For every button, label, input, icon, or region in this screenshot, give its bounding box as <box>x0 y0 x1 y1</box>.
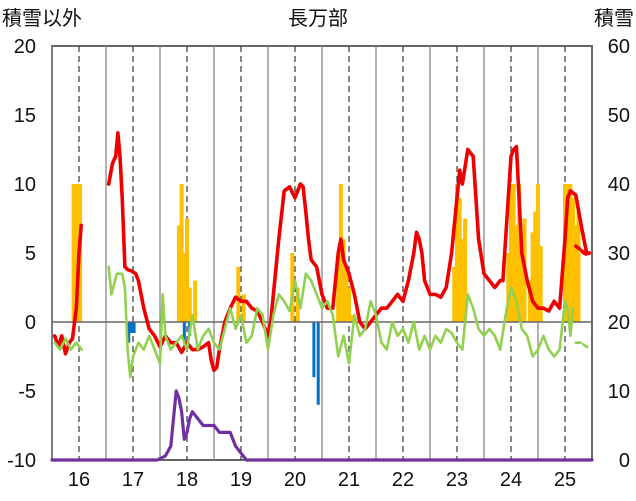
snow-bar <box>536 184 540 322</box>
series-line-4 <box>50 389 594 462</box>
snow-bar <box>71 184 76 322</box>
series-line-1 <box>53 337 83 351</box>
snow-bar <box>519 253 524 322</box>
y-left-tick-label: 15 <box>14 105 36 127</box>
snow-bar <box>533 211 538 322</box>
snow-bar <box>460 239 465 322</box>
x-tick-label: 18 <box>176 469 198 491</box>
chart-title: 長万部 <box>288 6 348 30</box>
snow-bar <box>538 246 543 322</box>
series-line-2 <box>573 244 592 257</box>
y-right-tick-label: 50 <box>608 105 630 127</box>
snow-bar <box>576 211 581 322</box>
negative-bar <box>132 322 136 334</box>
series-line-0 <box>106 131 592 373</box>
x-tick-label: 21 <box>338 469 360 491</box>
negative-bar <box>129 322 133 334</box>
snow-bar <box>506 253 511 322</box>
x-tick-label: 17 <box>122 469 144 491</box>
series-line-0 <box>52 223 83 356</box>
snow-bar <box>573 225 578 322</box>
snow-bar <box>290 253 295 322</box>
snow-bar <box>336 266 341 322</box>
snow-bar <box>457 197 462 322</box>
x-tick-label: 16 <box>68 469 90 491</box>
snow-bar <box>295 287 300 322</box>
negative-bar <box>127 322 131 343</box>
snow-bar <box>565 184 570 322</box>
snow-bar <box>349 315 354 322</box>
snow-bar <box>463 218 468 322</box>
x-tick-label: 22 <box>392 469 414 491</box>
negative-bar <box>182 322 186 343</box>
y-left-tick-label: 0 <box>25 312 36 334</box>
snow-bar <box>455 184 459 322</box>
y-left-tick-label: -10 <box>7 450 36 472</box>
snow-bar <box>236 266 241 322</box>
snow-bar <box>511 184 516 322</box>
y-right-tick-label: 40 <box>608 174 630 196</box>
snow-bar <box>179 184 184 322</box>
negative-bar <box>316 322 320 405</box>
series-line-1 <box>107 265 575 379</box>
y-right-tick-label: 20 <box>608 312 630 334</box>
snow-bar <box>452 266 457 322</box>
x-tick-label: 23 <box>446 469 468 491</box>
snow-bar <box>344 266 349 322</box>
right-axis-title: 積雪 <box>594 6 634 30</box>
y-right-tick-label: 0 <box>619 450 630 472</box>
x-tick-label: 19 <box>230 469 252 491</box>
negative-bar <box>312 322 316 378</box>
y-right-tick-label: 10 <box>608 381 630 403</box>
snow-bar <box>193 280 198 322</box>
snow-bar <box>568 184 573 322</box>
snow-bar <box>571 197 576 322</box>
snow-bar <box>241 294 246 322</box>
snow-bar <box>182 253 187 322</box>
snow-bar <box>517 184 522 322</box>
snow-bar <box>185 218 189 322</box>
snow-bar <box>509 184 513 322</box>
y-left-tick-label: 10 <box>14 174 36 196</box>
snow-bar <box>347 287 351 322</box>
y-right-tick-label: 30 <box>608 243 630 265</box>
snow-bar <box>530 232 535 322</box>
series-line-3 <box>574 341 591 349</box>
left-axis-title: 積雪以外 <box>2 6 82 30</box>
x-tick-label: 24 <box>500 469 522 491</box>
y-left-tick-label: -5 <box>18 381 36 403</box>
snow-bar <box>341 239 346 322</box>
snow-bar <box>176 225 181 322</box>
y-left-tick-label: 5 <box>25 243 36 265</box>
snow-bar <box>74 184 79 322</box>
x-tick-label: 25 <box>554 469 576 491</box>
snow-bar <box>514 225 519 322</box>
y-right-tick-label: 60 <box>608 36 630 58</box>
y-left-tick-label: 20 <box>14 36 36 58</box>
snow-bar <box>187 287 192 322</box>
snow-bar <box>527 280 532 322</box>
x-tick-label: 20 <box>284 469 306 491</box>
